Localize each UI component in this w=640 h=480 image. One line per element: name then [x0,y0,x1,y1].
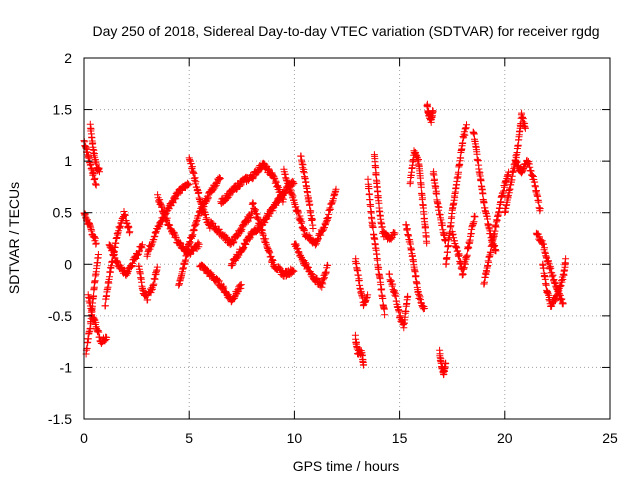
data-point [390,231,398,239]
data-point [461,260,469,268]
data-point [419,194,426,202]
y-tick-labels: -1.5 -1 -0.5 0 0.5 1 1.5 2 [48,50,72,427]
data-point [299,161,307,169]
data-point [90,170,98,178]
data-point [96,168,103,176]
data-point [324,261,332,269]
data-point [459,139,467,147]
data-point [91,234,99,242]
y-tick-label: 1.5 [53,102,73,118]
y-tick-label: -1 [60,359,73,375]
data-point [191,174,199,182]
data-point [442,359,450,367]
x-tick-label: 20 [497,430,513,446]
data-point [94,251,102,258]
data-point [432,183,440,191]
data-point [429,107,437,115]
x-tick-label: 25 [602,430,618,446]
data-point [126,228,134,236]
chart-title: Day 250 of 2018, Sidereal Day-to-day VTE… [92,23,599,39]
data-point [404,292,412,300]
x-tick-labels: 0 5 10 15 20 25 [80,430,618,446]
x-tick-label: 15 [392,430,408,446]
axis-ticks [83,57,611,420]
y-tick-label: -0.5 [48,308,72,324]
data-point [562,255,570,263]
data-point [381,311,389,319]
data-point [101,337,109,345]
x-axis-label: GPS time / hours [293,458,400,474]
y-tick-label: 1 [64,153,72,169]
data-point [289,178,297,186]
data-point [521,124,529,132]
data-point [224,194,232,201]
x-tick-label: 10 [287,430,303,446]
data-point [403,225,411,233]
data-point [420,305,428,312]
data-point [92,181,100,189]
data-point [290,267,298,275]
data-point [117,263,125,271]
y-tick-label: -1.5 [48,411,72,427]
data-point [442,237,449,245]
data-point [101,302,109,310]
data-point [90,292,98,300]
data-point [375,264,383,272]
data-point [444,242,452,250]
data-point [332,185,340,193]
data-point [309,225,317,232]
grid-lines [84,58,610,419]
data-point [435,203,443,211]
data-point [391,229,399,237]
y-tick-label: 0.5 [53,205,73,221]
data-point [455,251,463,259]
data-point [184,180,192,188]
data-point [298,218,306,226]
data-point [92,239,100,247]
data-point [559,300,567,308]
data-point [536,205,544,213]
x-tick-label: 5 [185,430,193,446]
data-point [378,285,386,293]
data-point [163,214,171,222]
x-tick-label: 0 [80,430,88,446]
data-point [364,291,372,299]
data-point [237,281,245,289]
data-point [138,241,146,249]
data-point [153,263,161,271]
data-point [463,121,470,129]
data-point [195,240,203,248]
data-point [216,174,224,182]
data-point [492,247,500,255]
data-point [103,333,111,341]
data-point [194,239,202,247]
y-axis-label: SDTVAR / TECUs [6,182,22,294]
data-point [471,213,479,221]
plot-frame [83,57,611,420]
y-tick-label: 2 [64,50,72,66]
data-point [461,131,469,139]
data-point [379,294,387,302]
data-point [185,181,193,189]
data-point [306,200,314,208]
data-point [275,263,283,271]
data-point [360,361,368,369]
data-point [378,223,386,231]
data-point [423,239,431,247]
data-point [433,190,441,198]
y-tick-label: 0 [64,256,72,272]
data-point [463,251,471,259]
data-point [487,249,495,257]
data-point [417,183,425,191]
data-points [80,100,570,379]
data-point [369,224,377,231]
